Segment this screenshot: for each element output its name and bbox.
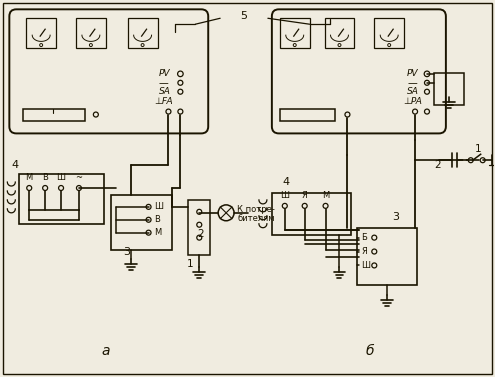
Text: —: —	[158, 78, 168, 88]
Text: 2: 2	[434, 160, 441, 170]
Bar	[357, 228, 417, 285]
Text: 4: 4	[283, 177, 290, 187]
Text: SA: SA	[158, 87, 170, 96]
Text: б: б	[365, 344, 374, 358]
Text: M: M	[26, 173, 33, 182]
Text: Ш: Ш	[56, 173, 65, 182]
Text: К потре-: К потре-	[237, 205, 275, 215]
Text: B: B	[154, 215, 160, 224]
Bar	[325, 18, 354, 48]
Text: 5: 5	[241, 11, 248, 21]
Text: 2: 2	[198, 228, 204, 239]
Text: Б: Б	[361, 233, 367, 242]
Text: Ш: Ш	[280, 191, 289, 200]
Text: Ш: Ш	[361, 261, 370, 270]
Bar	[272, 193, 351, 234]
Text: B: B	[42, 173, 48, 182]
Text: 4: 4	[11, 160, 18, 170]
Text: 1: 1	[475, 144, 481, 154]
Bar	[111, 195, 172, 250]
Bar	[23, 109, 85, 121]
Bar	[280, 18, 310, 48]
Text: 1: 1	[186, 259, 193, 270]
Bar	[76, 18, 106, 48]
Bar	[188, 200, 210, 254]
Bar	[374, 18, 404, 48]
Text: 3: 3	[123, 247, 130, 256]
Text: M: M	[154, 228, 162, 237]
Text: ~: ~	[75, 173, 83, 182]
Text: 3: 3	[392, 212, 399, 222]
Text: бителям: бителям	[237, 214, 275, 223]
Bar	[26, 18, 56, 48]
Bar	[434, 73, 464, 105]
Text: a: a	[101, 344, 110, 358]
Text: —: —	[407, 78, 417, 88]
Text: ⊥PA: ⊥PA	[403, 97, 422, 106]
Text: M: M	[322, 191, 329, 200]
Text: PV: PV	[407, 69, 419, 78]
Text: Ш: Ш	[154, 202, 163, 211]
Bar	[19, 174, 104, 224]
Text: Я: Я	[361, 247, 367, 256]
Text: ⊥FA: ⊥FA	[154, 97, 173, 106]
Text: PV: PV	[158, 69, 170, 78]
Text: Я: Я	[302, 191, 307, 200]
Bar	[280, 109, 335, 121]
Text: SA: SA	[407, 87, 419, 96]
Bar	[128, 18, 157, 48]
